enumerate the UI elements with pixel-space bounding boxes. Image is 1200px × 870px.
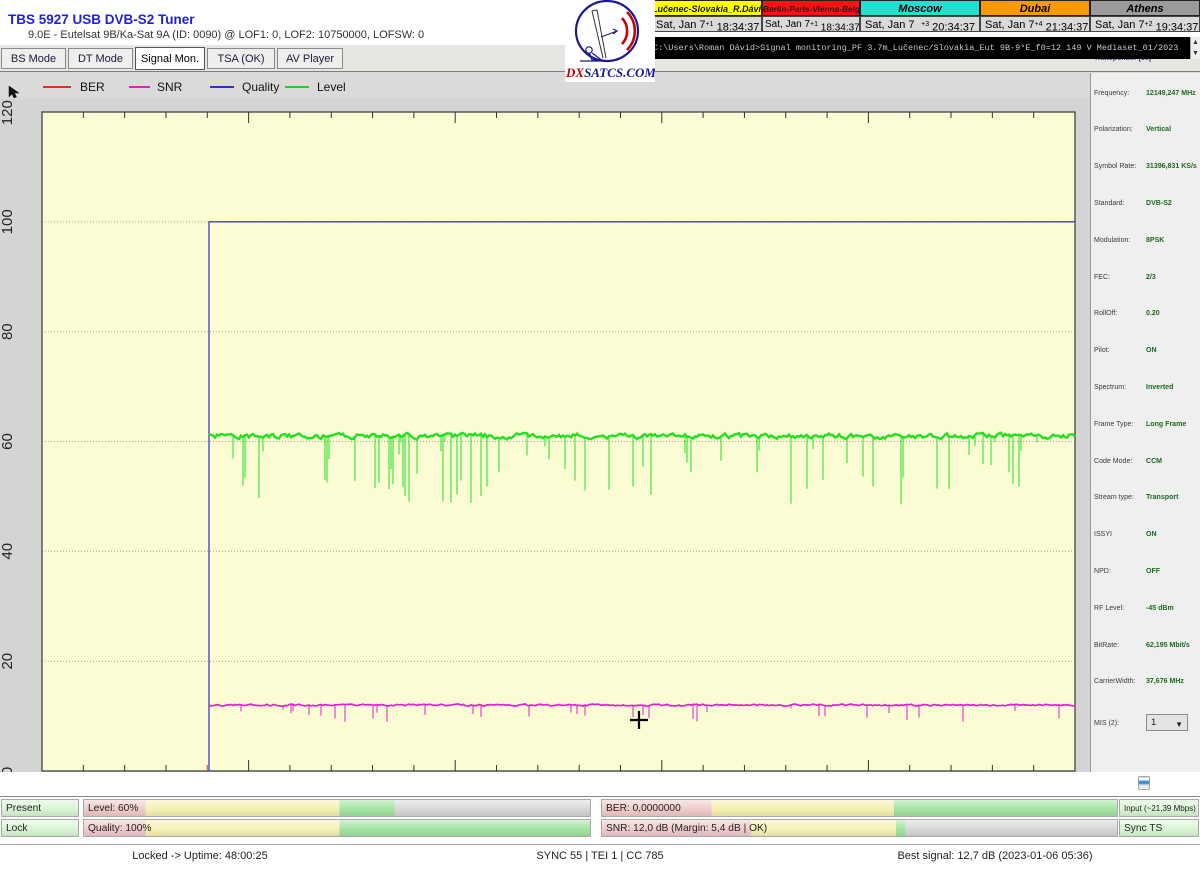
svg-text:80: 80 — [0, 323, 16, 340]
svg-text:0: 0 — [0, 767, 16, 772]
svg-text:40: 40 — [0, 543, 16, 560]
svg-text:DXSATCS.COM: DXSATCS.COM — [565, 65, 655, 80]
svg-text:20: 20 — [0, 653, 16, 670]
svg-text:120: 120 — [0, 100, 16, 125]
svg-text:100: 100 — [0, 209, 16, 234]
svg-text:60: 60 — [0, 433, 16, 450]
